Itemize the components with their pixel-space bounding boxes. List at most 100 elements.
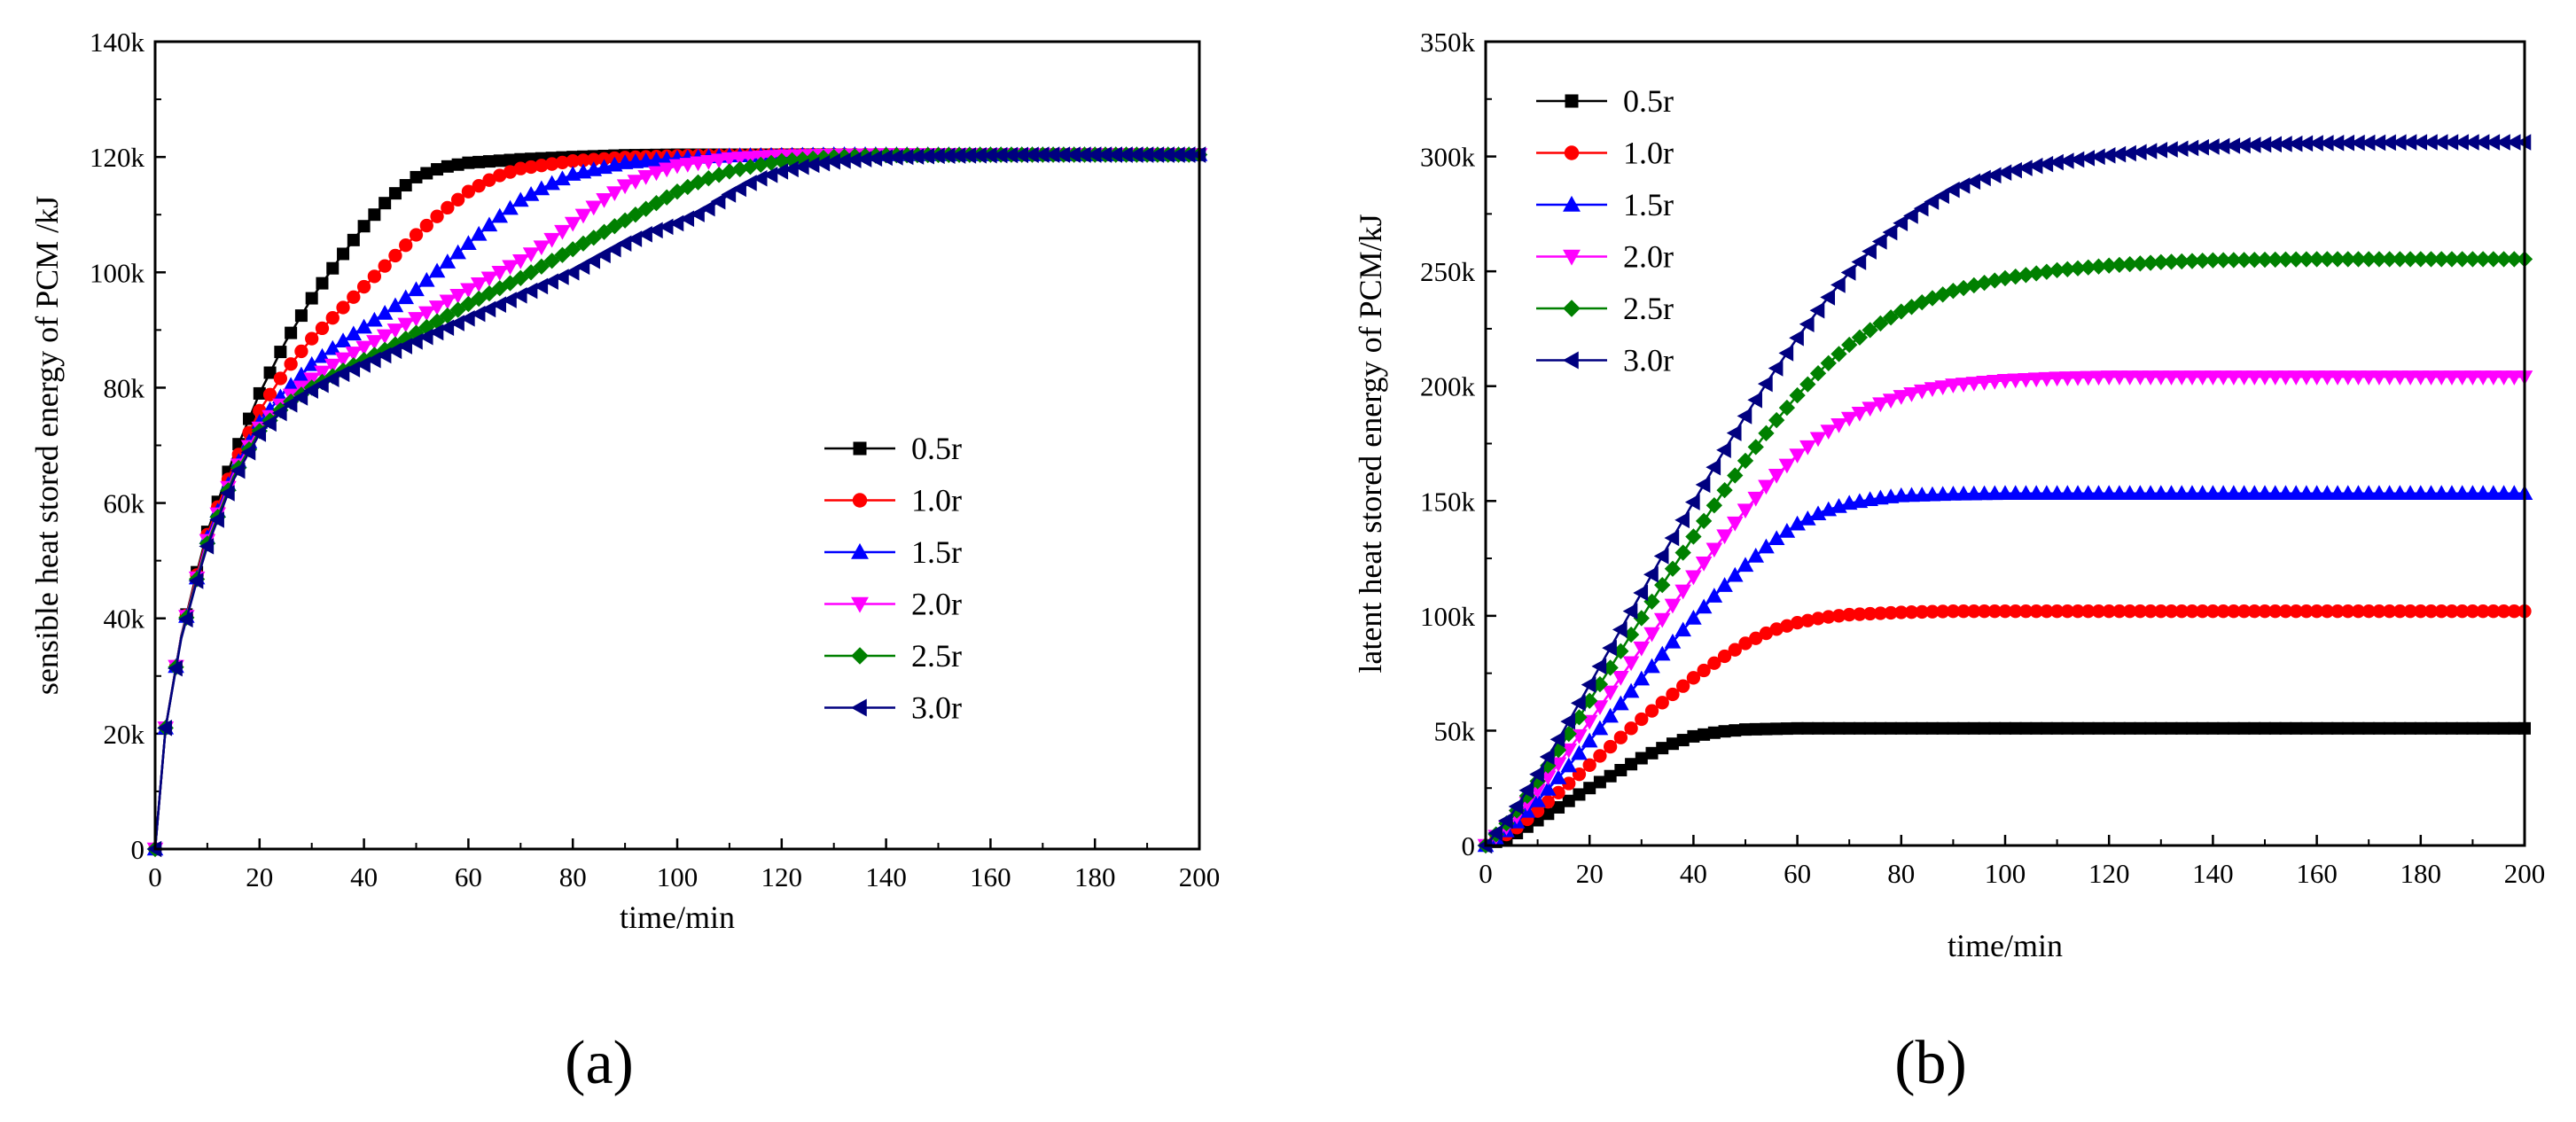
chart-b-data-point bbox=[2196, 721, 2209, 735]
chart-b-data-point bbox=[2236, 370, 2252, 386]
chart-a-ytick-label: 60k bbox=[104, 488, 145, 519]
chart-a-data-point bbox=[503, 153, 517, 167]
chart-b-data-point bbox=[1967, 721, 1980, 735]
chart-b-data-point bbox=[1497, 812, 1513, 830]
chart-b-data-point bbox=[2217, 721, 2230, 735]
chart-b-data-point bbox=[1602, 707, 1619, 723]
chart-a-data-point bbox=[616, 212, 634, 229]
chart-a-data-point bbox=[399, 179, 412, 192]
chart-b-data-point bbox=[2474, 485, 2492, 500]
chart-a-data-point bbox=[616, 154, 634, 169]
chart-b-data-point bbox=[1903, 487, 1920, 503]
chart-b-data-point bbox=[1737, 408, 1752, 425]
chart-a-data-point bbox=[379, 197, 392, 210]
chart-b-data-point bbox=[2227, 721, 2240, 735]
chart-b-xtick-label: 20 bbox=[1576, 858, 1604, 889]
chart-a-series-1.5r bbox=[146, 146, 1208, 856]
chart-a-series-0.5r bbox=[149, 148, 1206, 855]
chart-a-legend-marker bbox=[851, 596, 869, 613]
chart-b-data-point bbox=[2329, 370, 2346, 386]
chart-b-data-point bbox=[1685, 570, 1702, 586]
chart-b-data-point bbox=[1655, 696, 1669, 710]
chart-b-data-point bbox=[1582, 758, 1596, 772]
chart-b-data-point bbox=[1666, 737, 1679, 751]
chart-b-ylabel: latent heat stored energy of PCM/kJ bbox=[1353, 214, 1388, 673]
chart-b-data-point bbox=[1925, 721, 1939, 735]
chart-b-data-point bbox=[2350, 370, 2367, 386]
chart-b-data-point bbox=[1727, 467, 1744, 484]
chart-b-data-point bbox=[2445, 721, 2458, 735]
chart-b-legend-marker bbox=[1562, 351, 1579, 370]
chart-a-data-point bbox=[188, 573, 204, 589]
chart-a-legend-label: 3.0r bbox=[911, 690, 962, 726]
chart-b-legend-item: 2.0r bbox=[1536, 239, 1674, 275]
chart-a-data-point bbox=[430, 209, 444, 223]
chart-b-data-point bbox=[1706, 542, 1723, 558]
chart-b-data-point bbox=[1820, 355, 1837, 371]
chart-b-data-point bbox=[1571, 695, 1586, 712]
chart-a-data-point bbox=[303, 382, 318, 399]
chart-b-data-point bbox=[2245, 485, 2263, 500]
chart-b-data-point bbox=[1924, 486, 1941, 502]
chart-b-data-point bbox=[2050, 721, 2064, 735]
chart-a-data-point bbox=[365, 351, 381, 369]
chart-b-data-point bbox=[1633, 670, 1651, 686]
chart-a-data-point bbox=[616, 179, 634, 195]
chart-b-data-point bbox=[1644, 704, 1659, 718]
chart-b-data-point bbox=[2061, 721, 2074, 735]
chart-a-data-point bbox=[710, 192, 726, 210]
chart-a-legend-label: 0.5r bbox=[911, 431, 962, 466]
chart-b-data-point bbox=[1749, 722, 1762, 736]
chart-b-data-point bbox=[2412, 370, 2430, 386]
chart-b-data-point bbox=[1643, 565, 1659, 583]
chart-a-data-point bbox=[472, 179, 486, 193]
chart-b-data-point bbox=[2236, 485, 2252, 500]
chart-b-data-point bbox=[2225, 370, 2243, 386]
chart-b-data-point bbox=[1936, 721, 1949, 735]
chart-b-data-point bbox=[2205, 485, 2221, 500]
chart-b-data-point bbox=[2308, 370, 2325, 386]
chart-a-ticks: 0 20 40 60 80 100 120 140 160 180 200 0 20k 40k 60k 80k… bbox=[90, 27, 1220, 892]
chart-b-data-point bbox=[2393, 721, 2407, 735]
chart-b-data-point bbox=[1986, 375, 2003, 390]
chart-b-data-point bbox=[1758, 479, 1775, 495]
chart-b-data-point bbox=[2007, 485, 2025, 500]
chart-a-data-point bbox=[543, 232, 560, 248]
panel-label-b: (b) bbox=[1894, 1029, 1967, 1097]
chart-a-data-point bbox=[522, 247, 540, 262]
chart-b-data-point bbox=[1853, 721, 1866, 735]
chart-b-legend-item: 2.5r bbox=[1536, 291, 1674, 326]
chart-b-data-point bbox=[1728, 643, 1742, 657]
chart-b-legend-item: 1.5r bbox=[1536, 187, 1674, 222]
chart-b-data-point bbox=[1581, 714, 1598, 730]
chart-a-data-point bbox=[721, 152, 738, 168]
chart-b-frame bbox=[1484, 40, 2526, 847]
chart-a-data-point bbox=[585, 200, 603, 216]
chart-b-data-point bbox=[2464, 370, 2481, 386]
chart-a-data-point bbox=[554, 246, 571, 263]
chart-b-data-point bbox=[1862, 243, 1877, 260]
chart-b-data-point bbox=[1965, 377, 1983, 392]
chart-b-data-point bbox=[1664, 529, 1680, 547]
chart-a-xtick-label: 40 bbox=[350, 861, 378, 892]
chart-b-series-2.0r bbox=[1477, 370, 2533, 854]
chart-b-data-point bbox=[1676, 734, 1690, 747]
chart-b-xtick-label: 60 bbox=[1784, 858, 1811, 889]
chart-b-data-point bbox=[1602, 639, 1617, 657]
chart-a-data-point bbox=[721, 186, 737, 203]
chart-b-data-point bbox=[1653, 548, 1669, 565]
panel-label-a: (a) bbox=[565, 1029, 634, 1097]
chart-a-data-point bbox=[616, 235, 632, 253]
chart-a-legend-item: 3.0r bbox=[824, 690, 962, 726]
chart-b-xlabel: time/min bbox=[1948, 928, 2063, 963]
chart-b-data-point bbox=[1747, 548, 1765, 563]
chart-b-ytick-label: 0 bbox=[1462, 830, 1476, 861]
chart-b-data-point bbox=[1726, 516, 1744, 532]
chart-a-data-point bbox=[388, 248, 402, 263]
chart-a-data-point bbox=[314, 376, 329, 393]
chart-b-data-point bbox=[1603, 739, 1618, 754]
chart-a-data-point bbox=[502, 199, 519, 215]
chart-b-data-point bbox=[1614, 764, 1628, 777]
chart-a-series-line bbox=[153, 153, 1199, 850]
chart-b-data-point bbox=[1591, 658, 1607, 675]
